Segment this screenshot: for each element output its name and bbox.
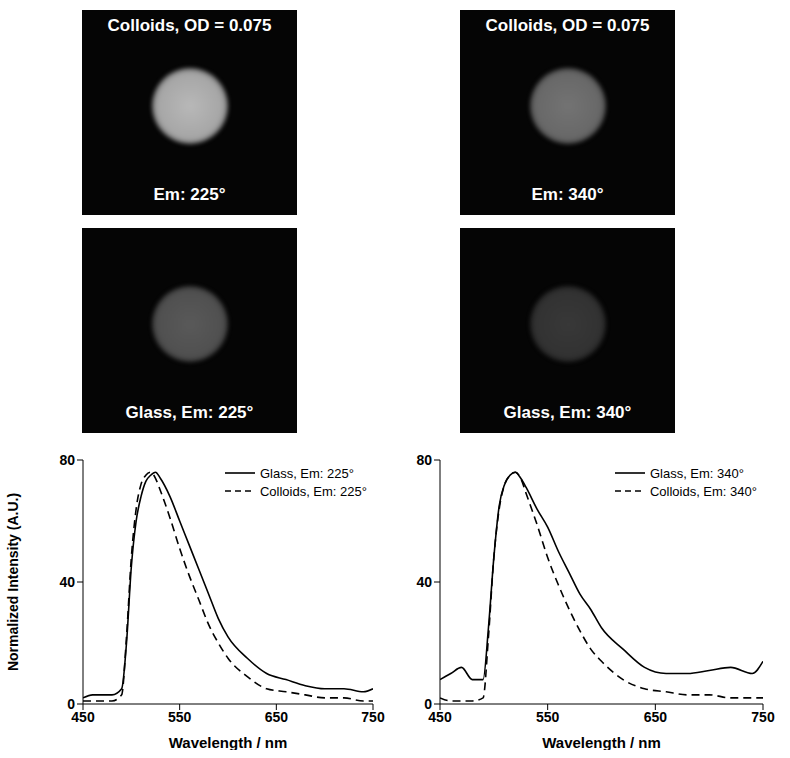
svg-text:40: 40 <box>59 574 75 590</box>
svg-text:Normalized Intensity (A.U.): Normalized Intensity (A.U.) <box>5 493 21 671</box>
html-text:Colloids, Em: 340°: Colloids, Em: 340° <box>649 483 757 499</box>
svg-text:80: 80 <box>416 452 432 468</box>
html-text:Colloids, OD = 0.075: Colloids, OD = 0.075 <box>107 16 272 35</box>
svg-text:0: 0 <box>424 696 432 712</box>
html-text:Glass, Em: 340°: Glass, Em: 340° <box>503 403 632 422</box>
svg-text:Wavelength / nm: Wavelength / nm <box>169 734 288 750</box>
svg-text:650: 650 <box>644 709 668 725</box>
html-text:Glass, Em: 225°: Glass, Em: 225° <box>259 465 354 481</box>
svg-text:550: 550 <box>536 709 560 725</box>
svg-text:550: 550 <box>168 709 192 725</box>
svg-text:Wavelength / nm: Wavelength / nm <box>542 734 661 750</box>
svg-text:450: 450 <box>428 708 452 725</box>
html-text:Glass, Em: 340°: Glass, Em: 340° <box>649 465 744 481</box>
html-text:Em: 340°: Em: 340° <box>531 185 604 204</box>
html-text:Glass, Em: 225°: Glass, Em: 225° <box>125 403 254 422</box>
svg-text:750: 750 <box>751 709 775 725</box>
html-text:Colloids, Em: 225°: Colloids, Em: 225° <box>259 483 367 499</box>
svg-text:40: 40 <box>416 574 432 590</box>
html-text:Em: 225°: Em: 225° <box>153 185 226 204</box>
html-text:Colloids, OD = 0.075: Colloids, OD = 0.075 <box>485 16 650 35</box>
svg-text:650: 650 <box>265 709 289 725</box>
svg-text:80: 80 <box>59 452 75 468</box>
svg-text:750: 750 <box>361 709 385 725</box>
svg-text:450: 450 <box>71 708 95 725</box>
svg-text:0: 0 <box>67 696 75 712</box>
